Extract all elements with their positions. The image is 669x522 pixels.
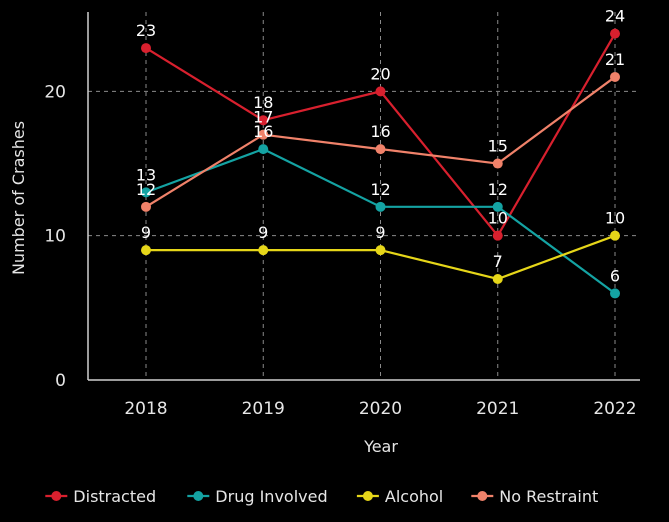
point-distracted-2020 [375, 86, 386, 97]
legend: Distracted Drug Involved Alcohol No Restrai… [45, 487, 598, 506]
grid [88, 12, 640, 380]
y-tick-label-20: 20 [44, 82, 66, 102]
x-tick-label-2021: 2021 [476, 399, 519, 419]
data-label-distracted-2019: 18 [253, 93, 273, 112]
data-label-distracted-2022: 24 [605, 7, 625, 26]
point-drug-involved-2021 [492, 201, 503, 212]
point-drug-involved-2020 [375, 201, 386, 212]
point-distracted-2021 [492, 230, 503, 241]
data-label-drug-involved-2022: 6 [610, 266, 620, 285]
data-label-drug-involved-2018: 13 [136, 165, 156, 184]
data-label-alcohol-2020: 9 [375, 223, 385, 242]
legend-label-no-restraint: No Restraint [499, 487, 598, 506]
data-label-no-restraint-2018: 12 [136, 180, 156, 199]
point-no-restraint-2021 [492, 158, 503, 169]
point-distracted-2019 [258, 115, 269, 126]
data-label-no-restraint-2022: 21 [605, 50, 625, 69]
legend-swatch-marker-alcohol [362, 491, 373, 501]
legend-item-drug-involved: Drug Involved [187, 487, 328, 506]
x-tick-label-2019: 2019 [242, 399, 285, 419]
y-axis-title: Number of Crashes [9, 121, 28, 275]
legend-item-no-restraint: No Restraint [471, 487, 598, 506]
point-alcohol-2019 [258, 245, 269, 256]
x-tick-label-2018: 2018 [124, 399, 167, 419]
data-label-drug-involved-2019: 16 [253, 122, 273, 141]
legend-item-alcohol: Alcohol [356, 487, 443, 506]
data-label-distracted-2020: 20 [370, 64, 390, 83]
y-tick-label-10: 10 [44, 227, 66, 247]
point-no-restraint-2019 [258, 129, 269, 140]
point-no-restraint-2020 [375, 144, 386, 155]
x-tick-label-2022: 2022 [593, 399, 636, 419]
data-label-no-restraint-2019: 17 [253, 108, 273, 127]
point-no-restraint-2022 [610, 71, 620, 82]
point-alcohol-2021 [492, 273, 503, 284]
data-label-alcohol-2021: 7 [493, 252, 503, 271]
point-distracted-2022 [610, 28, 620, 39]
point-alcohol-2018 [141, 245, 151, 256]
point-alcohol-2020 [375, 245, 386, 256]
point-drug-involved-2022 [610, 288, 620, 299]
x-axis-title: Year [363, 437, 398, 456]
data-label-drug-involved-2020: 12 [370, 180, 390, 199]
point-no-restraint-2018 [141, 201, 151, 212]
data-label-drug-involved-2021: 12 [488, 180, 508, 199]
data-label-no-restraint-2020: 16 [370, 122, 390, 141]
data-label-distracted-2018: 23 [136, 21, 156, 40]
legend-swatch-marker-no-restraint [477, 491, 488, 501]
data-label-alcohol-2018: 9 [141, 223, 151, 242]
y-tick-label-0: 0 [55, 371, 66, 391]
point-distracted-2018 [141, 43, 151, 54]
data-label-alcohol-2019: 9 [258, 223, 268, 242]
legend-item-distracted: Distracted [45, 487, 156, 506]
x-tick-label-2020: 2020 [359, 399, 402, 419]
data-label-no-restraint-2021: 15 [488, 137, 508, 156]
data-label-distracted-2021: 10 [488, 209, 508, 228]
point-drug-involved-2019 [258, 144, 269, 155]
legend-swatch-marker-distracted [51, 491, 62, 501]
legend-label-alcohol: Alcohol [385, 487, 443, 506]
point-alcohol-2022 [610, 230, 620, 241]
point-drug-involved-2018 [141, 187, 151, 198]
legend-label-drug-involved: Drug Involved [215, 487, 327, 506]
legend-label-distracted: Distracted [73, 487, 156, 506]
series [141, 28, 620, 299]
data-label-alcohol-2022: 10 [605, 209, 625, 228]
legend-swatch-marker-drug-involved [193, 491, 204, 501]
